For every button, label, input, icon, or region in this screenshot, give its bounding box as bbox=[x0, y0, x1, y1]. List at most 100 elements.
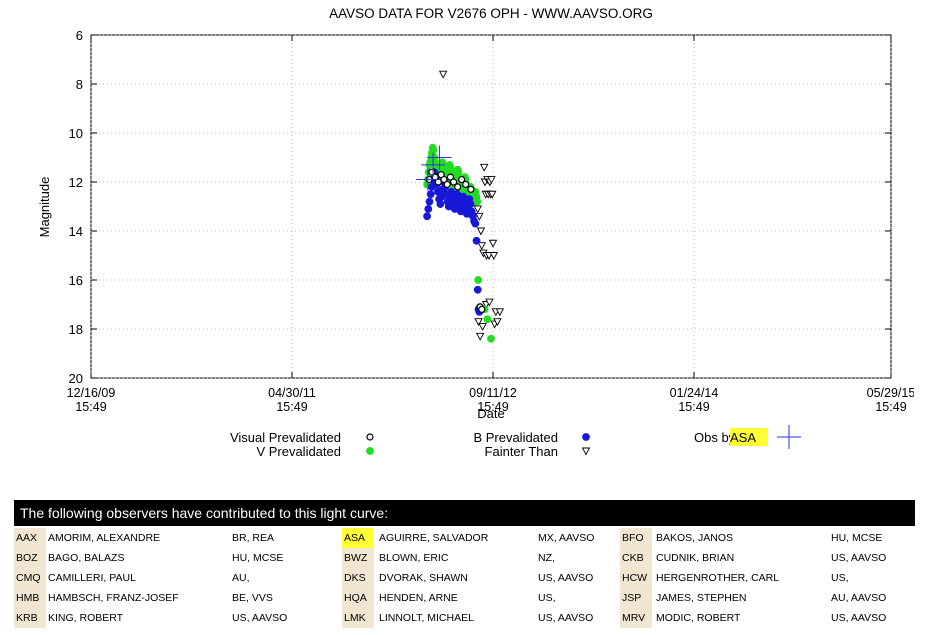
legend-label: Fainter Than bbox=[485, 444, 558, 459]
legend-label-obs-by: Obs by bbox=[694, 430, 736, 445]
data-point-fainter-than bbox=[487, 176, 496, 184]
observer-row: KRB KING, ROBERT US, AAVSO LMK LINNOLT, MICH… bbox=[14, 608, 915, 628]
data-point-v-prevalidated bbox=[474, 276, 483, 284]
x-tick-label: 01/24/14 bbox=[670, 386, 719, 400]
y-tick-label: 12 bbox=[69, 175, 83, 190]
y-tick-label: 10 bbox=[69, 126, 83, 141]
observer-code: JSP bbox=[620, 588, 652, 608]
data-point-v-prevalidated bbox=[487, 334, 495, 343]
observer-code: DKS bbox=[342, 568, 374, 588]
data-point-fainter-than bbox=[475, 332, 485, 341]
observer-row: CMQ CAMILLERI, PAUL AU, DKS DVORAK, SHAWN US,… bbox=[14, 568, 915, 588]
data-point-fainter-than bbox=[478, 323, 487, 331]
y-axis-label: Magnitude bbox=[37, 177, 52, 238]
x-tick-label: 15:49 bbox=[477, 400, 508, 414]
observer-name: JAMES, STEPHEN bbox=[656, 592, 747, 604]
y-tick-label: 16 bbox=[69, 273, 83, 288]
observer-affiliation: US, AAVSO bbox=[831, 612, 887, 624]
data-point-b-prevalidated bbox=[466, 200, 475, 208]
observer-code: BOZ bbox=[14, 548, 46, 568]
data-point-b-prevalidated bbox=[423, 212, 431, 221]
data-point-visual-prevalidated bbox=[462, 180, 470, 189]
data-point-fainter-than bbox=[487, 190, 497, 199]
observer-affiliation: US, AAVSO bbox=[831, 552, 887, 564]
data-point-visual-prevalidated bbox=[467, 185, 475, 193]
data-point-visual-prevalidated bbox=[443, 180, 451, 189]
observer-name: HENDEN, ARNE bbox=[379, 592, 458, 604]
data-point-asa bbox=[415, 167, 440, 192]
data-point-b-prevalidated bbox=[426, 190, 435, 199]
legend-label: B Prevalidated bbox=[473, 430, 558, 445]
observer-name: CAMILLERI, PAUL bbox=[48, 572, 136, 584]
observers-banner: The following observers have contributed… bbox=[14, 500, 915, 526]
legend-marker bbox=[366, 433, 374, 441]
observer-row: AAX AMORIM, ALEXANDRE BR, REA ASA AGUIRRE, S… bbox=[14, 528, 915, 548]
data-point-visual-prevalidated bbox=[450, 178, 458, 186]
data-point-fainter-than bbox=[493, 318, 502, 327]
legend-marker bbox=[366, 447, 374, 455]
data-point-fainter-than bbox=[488, 239, 498, 248]
observer-affiliation: HU, MCSE bbox=[831, 532, 883, 544]
x-tick-label: 15:49 bbox=[875, 400, 906, 414]
y-tick-label: 8 bbox=[76, 77, 83, 92]
data-point-fainter-than bbox=[495, 308, 505, 317]
observer-code: HQA bbox=[342, 588, 374, 608]
observer-name: HERGENROTHER, CARL bbox=[656, 572, 780, 584]
observer-affiliation: BE, VVS bbox=[232, 592, 273, 604]
observer-code: CMQ bbox=[14, 568, 46, 588]
legend-highlight-box bbox=[730, 428, 768, 446]
observer-affiliation: US, AAVSO bbox=[232, 612, 288, 624]
data-point-fainter-than bbox=[477, 242, 487, 251]
y-tick-label: 14 bbox=[69, 224, 83, 239]
chart-title: AAVSO DATA FOR V2676 OPH - WWW.AAVSO.ORG bbox=[329, 6, 653, 21]
legend-marker bbox=[581, 447, 591, 456]
data-point-visual-prevalidated bbox=[446, 173, 454, 181]
observer-name: AGUIRRE, SALVADOR bbox=[379, 532, 489, 544]
observer-affiliation: US, AAVSO bbox=[538, 572, 594, 584]
x-tick-label: 15:49 bbox=[276, 400, 307, 414]
observers-table: AAX AMORIM, ALEXANDRE BR, REA ASA AGUIRRE, S… bbox=[14, 528, 915, 628]
x-tick-label: 05/29/15 bbox=[867, 386, 914, 400]
observer-name: KING, ROBERT bbox=[48, 612, 124, 624]
observer-code: AAX bbox=[14, 528, 46, 548]
observer-code: ASA bbox=[342, 528, 374, 548]
observer-name: AMORIM, ALEXANDRE bbox=[48, 532, 161, 544]
data-point-asa bbox=[421, 152, 446, 177]
data-point-asa bbox=[427, 145, 452, 170]
observer-affiliation: MX, AAVSO bbox=[538, 532, 595, 544]
data-point-v-prevalidated bbox=[429, 146, 438, 155]
legend-label: V Prevalidated bbox=[256, 444, 341, 459]
data-point-visual-prevalidated bbox=[431, 173, 439, 181]
plot-area bbox=[90, 34, 892, 379]
data-point-visual-prevalidated bbox=[440, 175, 448, 184]
chart-canvas: AAVSO DATA FOR V2676 OPH - WWW.AAVSO.ORG… bbox=[37, 6, 914, 459]
x-tick-label: 12/16/09 bbox=[67, 386, 116, 400]
observer-code: LMK bbox=[342, 608, 374, 628]
observer-name: DVORAK, SHAWN bbox=[379, 572, 468, 584]
observer-row: HMB HAMBSCH, FRANZ-JOSEF BE, VVS HQA HENDEN,… bbox=[14, 588, 915, 608]
legend-marker bbox=[582, 433, 590, 441]
x-axis-label: Date bbox=[477, 406, 504, 421]
data-point-fainter-than bbox=[473, 205, 482, 214]
data-point-fainter-than bbox=[485, 298, 494, 307]
data-point-b-prevalidated bbox=[472, 236, 481, 245]
observer-name: LINNOLT, MICHAEL bbox=[379, 612, 474, 624]
legend-marker-cross bbox=[777, 425, 801, 449]
data-point-fainter-than bbox=[476, 227, 486, 236]
observer-name: BAKOS, JANOS bbox=[656, 532, 734, 544]
data-point-v-prevalidated bbox=[473, 197, 482, 206]
data-point-visual-prevalidated bbox=[458, 175, 466, 184]
observer-affiliation: AU, AAVSO bbox=[831, 592, 887, 604]
data-point-b-prevalidated bbox=[436, 200, 445, 208]
y-tick-label: 20 bbox=[69, 371, 83, 386]
observer-code: KRB bbox=[14, 608, 46, 628]
observer-affiliation: NZ, bbox=[538, 552, 555, 564]
observer-code: BWZ bbox=[342, 548, 374, 568]
y-tick-label: 18 bbox=[69, 322, 83, 337]
observer-name: BLOWN, ERIC bbox=[379, 552, 449, 564]
observer-affiliation: US, bbox=[831, 572, 849, 584]
observer-name: MODIC, ROBERT bbox=[656, 612, 741, 624]
observer-code: BFO bbox=[620, 528, 652, 548]
observer-name: BAGO, BALAZS bbox=[48, 552, 125, 564]
x-tick-label: 04/30/11 bbox=[268, 386, 316, 400]
